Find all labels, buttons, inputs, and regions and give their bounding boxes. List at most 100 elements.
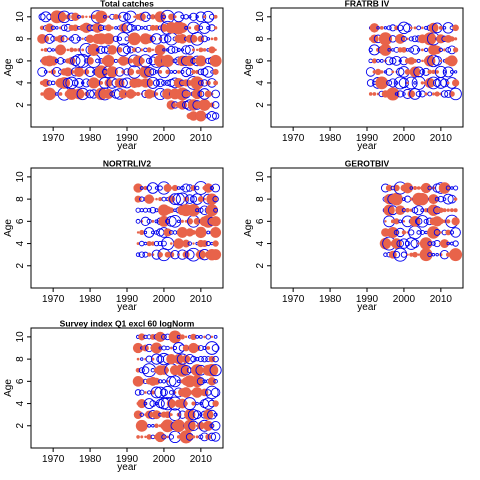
positive-residual-bubble (118, 89, 128, 99)
positive-residual-bubble (203, 183, 213, 193)
chart-panel: 1970 1980 1990 2000 2010 2 4 6 8 10 year Age GEROTBI… (243, 159, 464, 313)
positive-residual-bubble (54, 11, 67, 23)
x-tick-label: 1980 (319, 133, 342, 144)
positive-residual-bubble (95, 87, 108, 101)
positive-residual-bubble (404, 69, 411, 75)
positive-residual-bubble (163, 228, 172, 237)
negative-residual-bubble (118, 78, 128, 88)
positive-residual-bubble (419, 237, 433, 250)
positive-residual-bubble (453, 58, 458, 63)
positive-residual-bubble (375, 76, 389, 90)
positive-residual-bubble (435, 70, 439, 74)
positive-residual-bubble (407, 90, 416, 98)
positive-residual-bubble (182, 344, 190, 352)
positive-residual-bubble (401, 46, 407, 53)
negative-residual-bubble (161, 379, 167, 384)
negative-residual-bubble (206, 230, 211, 235)
positive-residual-bubble (446, 219, 451, 224)
positive-residual-bubble (187, 203, 200, 217)
positive-residual-bubble (432, 45, 442, 55)
positive-residual-bubble (453, 208, 458, 213)
negative-residual-bubble (157, 185, 163, 191)
positive-residual-bubble (208, 46, 216, 54)
negative-residual-bubble (168, 215, 182, 228)
positive-residual-bubble (182, 239, 190, 248)
chart-title: NORTRLIV2 (103, 159, 151, 169)
negative-residual-bubble (176, 379, 181, 384)
positive-residual-bubble (158, 197, 163, 202)
positive-residual-bubble (196, 249, 206, 260)
positive-residual-bubble (445, 229, 452, 236)
negative-residual-bubble (431, 241, 436, 246)
positive-residual-bubble (436, 34, 446, 44)
positive-residual-bubble (450, 208, 454, 213)
positive-residual-bubble (210, 249, 222, 261)
negative-residual-bubble (195, 401, 199, 406)
positive-residual-bubble (183, 196, 189, 202)
negative-residual-bubble (194, 185, 200, 191)
positive-residual-bubble (144, 194, 154, 204)
positive-residual-bubble (434, 91, 440, 97)
negative-residual-bubble (131, 25, 138, 31)
x-axis-label: year (357, 302, 377, 313)
negative-residual-bubble (161, 196, 167, 202)
positive-residual-bubble (150, 241, 156, 246)
positive-residual-bubble (73, 66, 85, 77)
positive-residual-bubble (153, 25, 160, 31)
positive-residual-bubble (180, 387, 192, 398)
positive-residual-bubble (446, 208, 450, 212)
negative-residual-bubble (396, 24, 404, 32)
positive-residual-bubble (139, 65, 152, 79)
x-tick-label: 1970 (42, 454, 65, 465)
x-tick-label: 1970 (42, 294, 65, 305)
negative-residual-bubble (147, 390, 152, 395)
negative-residual-bubble (154, 70, 159, 74)
negative-residual-bubble (438, 47, 444, 53)
positive-residual-bubble (170, 242, 173, 245)
chart-panel: 1970 1980 1990 2000 2010 2 4 6 8 10 year Age Total c… (3, 0, 224, 152)
positive-residual-bubble (409, 26, 413, 30)
positive-residual-bubble (205, 204, 218, 217)
positive-residual-bubble (203, 197, 206, 201)
negative-residual-bubble (114, 26, 118, 30)
positive-residual-bubble (169, 346, 173, 350)
y-tick-label: 2 (255, 263, 266, 269)
positive-residual-bubble (116, 47, 123, 53)
negative-residual-bubble (169, 70, 174, 74)
positive-residual-bubble (155, 331, 166, 343)
positive-residual-bubble (134, 195, 142, 203)
positive-residual-bubble (58, 92, 63, 96)
negative-residual-bubble (388, 78, 398, 88)
positive-residual-bubble (214, 48, 217, 52)
y-axis-label: Age (3, 379, 14, 397)
positive-residual-bubble (413, 26, 417, 30)
negative-residual-bubble (393, 76, 407, 90)
positive-residual-bubble (85, 34, 95, 44)
positive-residual-bubble (128, 58, 134, 64)
negative-residual-bubble (165, 345, 170, 351)
positive-residual-bubble (390, 192, 403, 206)
negative-residual-bubble (50, 25, 56, 31)
y-tick-label: 4 (15, 80, 26, 86)
positive-residual-bubble (195, 435, 199, 439)
positive-residual-bubble (136, 91, 141, 96)
negative-residual-bubble (180, 364, 192, 376)
positive-residual-bubble (202, 409, 214, 420)
positive-residual-bubble (58, 77, 71, 89)
negative-residual-bubble (207, 409, 217, 420)
positive-residual-bubble (39, 25, 45, 31)
positive-residual-bubble (417, 253, 420, 256)
positive-residual-bubble (207, 377, 217, 386)
negative-residual-bubble (198, 80, 204, 86)
positive-residual-bubble (209, 54, 222, 67)
positive-residual-bubble (191, 48, 196, 52)
positive-residual-bubble (107, 45, 117, 55)
positive-residual-bubble (180, 424, 185, 428)
positive-residual-bubble (159, 365, 169, 375)
positive-residual-bubble (63, 67, 73, 77)
positive-residual-bubble (41, 78, 50, 87)
positive-residual-bubble (188, 26, 192, 30)
positive-residual-bubble (168, 251, 175, 258)
positive-residual-bubble (439, 59, 443, 63)
negative-residual-bubble (181, 183, 191, 193)
